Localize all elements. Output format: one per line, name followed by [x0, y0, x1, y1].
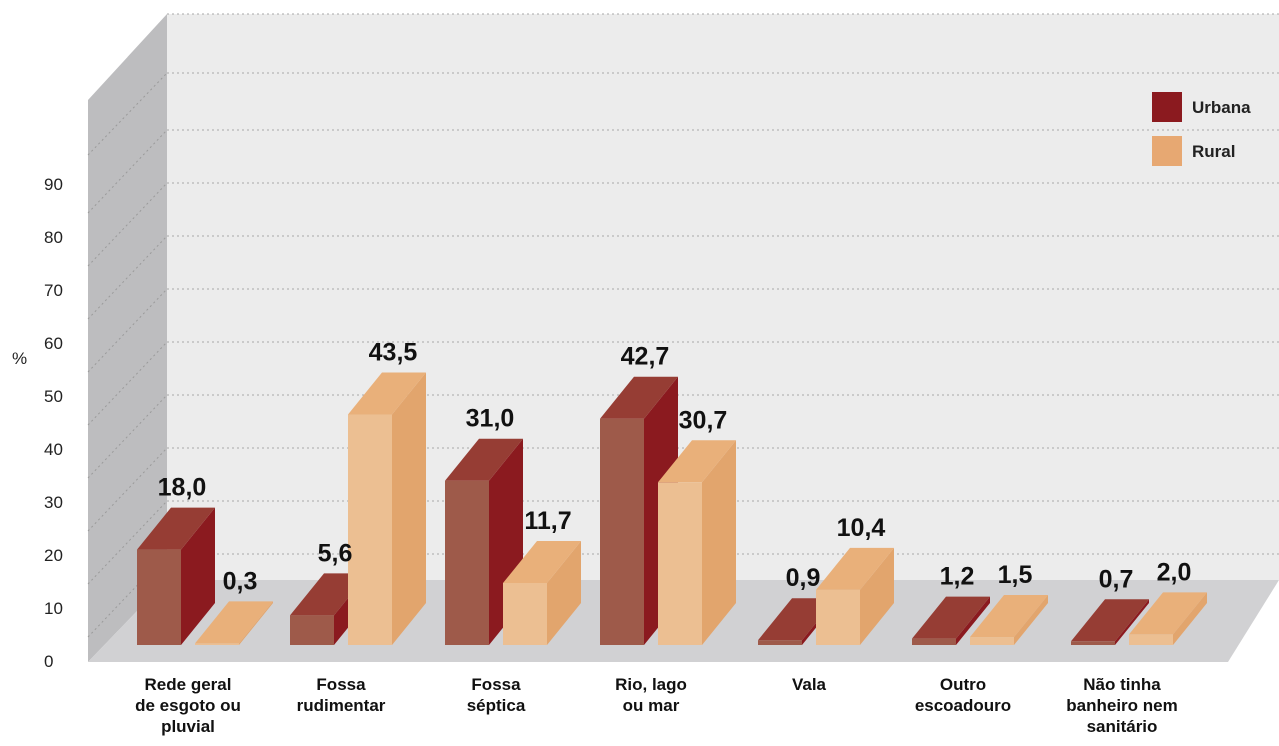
bar-front [195, 643, 239, 645]
gridline-side [87, 182, 168, 267]
data-label-rural-4: 30,7 [679, 406, 728, 434]
category-label-2: Fossa rudimentar [297, 675, 386, 715]
category-label-4: Rio, lago ou mar [615, 675, 687, 715]
data-label-urbana-3: 31,0 [466, 405, 515, 433]
gridline-side [87, 447, 168, 532]
data-labels: 18,0 0,3 5,6 43,5 31,0 11,7 42,7 30,7 0,9 10,4 1,2… [158, 338, 1192, 595]
bar-top [348, 372, 426, 415]
data-label-urbana-6: 1,2 [940, 563, 975, 591]
data-label-urbana-5: 0,9 [786, 564, 821, 592]
bar-top [195, 601, 273, 644]
gridline-side [87, 341, 168, 426]
data-label-rural-7: 2,0 [1157, 558, 1192, 586]
bar-front [816, 589, 860, 645]
y-tick-label: 50 [44, 387, 63, 406]
bar-side [547, 540, 581, 645]
y-tick-label: 30 [44, 493, 63, 512]
bar-top [503, 540, 581, 583]
data-label-rural-5: 10,4 [837, 514, 886, 542]
y-tick-label: 40 [44, 440, 63, 459]
data-label-urbana-1: 18,0 [158, 474, 207, 502]
gridline-side [87, 235, 168, 320]
legend-label-urbana: Urbana [1192, 98, 1251, 117]
bar-side [181, 507, 215, 645]
bar-side [1115, 599, 1149, 645]
bar-front [758, 640, 802, 645]
bar-front [970, 637, 1014, 645]
legend-swatch-urbana [1152, 92, 1182, 122]
data-label-urbana-4: 42,7 [621, 343, 670, 371]
bar-rural-2 [348, 372, 426, 645]
data-label-rural-2: 43,5 [369, 338, 418, 366]
bar-front [912, 638, 956, 645]
bar-top [1129, 592, 1207, 635]
y-axis-ticks: 0 10 20 30 40 50 60 70 80 90 [44, 175, 63, 671]
bar-front [1071, 641, 1115, 645]
bar-rural-1 [195, 601, 273, 645]
bar-front [137, 549, 181, 645]
category-label-5: Vala [792, 675, 827, 694]
legend: Urbana Rural [1152, 92, 1251, 166]
gridline-side [87, 72, 168, 156]
bar-urbana-7 [1071, 599, 1149, 645]
data-label-urbana-2: 5,6 [318, 539, 353, 567]
bar-rural-5 [816, 547, 894, 645]
y-tick-label: 80 [44, 228, 63, 247]
bar-front [1129, 634, 1173, 645]
gridline-side [87, 288, 168, 373]
gridline-side [87, 394, 168, 479]
bar-front [348, 414, 392, 645]
bar-rural-4 [658, 440, 736, 645]
bar-side [1014, 595, 1048, 645]
data-label-rural-1: 0,3 [223, 567, 258, 595]
bar-front [503, 582, 547, 645]
bar-top [600, 376, 678, 419]
category-label-3: Fossa séptica [467, 675, 526, 715]
bar-side [956, 596, 990, 645]
bar-front [445, 480, 489, 645]
bar-side [239, 601, 273, 645]
bars [137, 372, 1207, 645]
bar-side [1173, 592, 1207, 645]
bar-rural-3 [503, 540, 581, 645]
category-label-6: Outro escoadouro [915, 675, 1011, 715]
y-tick-label: 60 [44, 334, 63, 353]
bar-side [392, 372, 426, 645]
bar-rural-6 [970, 595, 1048, 645]
y-tick-label: 20 [44, 546, 63, 565]
legend-label-rural: Rural [1192, 142, 1235, 161]
y-axis-label: % [12, 349, 27, 368]
y-tick-label: 10 [44, 599, 63, 618]
bar-top [970, 595, 1048, 638]
bar-side [702, 440, 736, 645]
gridline-side [87, 500, 168, 585]
bar-side [860, 547, 894, 645]
category-label-1: Rede geral de esgoto ou pluvial [135, 675, 241, 736]
bar-front [290, 615, 334, 645]
bar-top [658, 440, 736, 483]
left-wall [88, 14, 167, 662]
bar-urbana-6 [912, 596, 990, 645]
bar-top [912, 596, 990, 639]
bar-top [1071, 599, 1149, 642]
bar-top [137, 507, 215, 550]
y-tick-label: 70 [44, 281, 63, 300]
category-labels: Rede geral de esgoto ou pluvial Fossa rudime… [135, 675, 1178, 736]
data-label-urbana-7: 0,7 [1099, 565, 1134, 593]
bar-front [658, 482, 702, 645]
y-tick-label: 0 [44, 652, 53, 671]
bar-top [445, 438, 523, 481]
bar-urbana-1 [137, 507, 215, 645]
bar-top [816, 547, 894, 590]
bar-rural-7 [1129, 592, 1207, 645]
bar-front [600, 418, 644, 645]
gridlines [87, 13, 1279, 638]
legend-swatch-rural [1152, 136, 1182, 166]
gridline-side [87, 129, 168, 214]
data-label-rural-6: 1,5 [998, 561, 1033, 589]
category-label-7: Não tinha banheiro nem sanitário [1066, 675, 1177, 736]
y-tick-label: 90 [44, 175, 63, 194]
data-label-rural-3: 11,7 [524, 507, 571, 535]
